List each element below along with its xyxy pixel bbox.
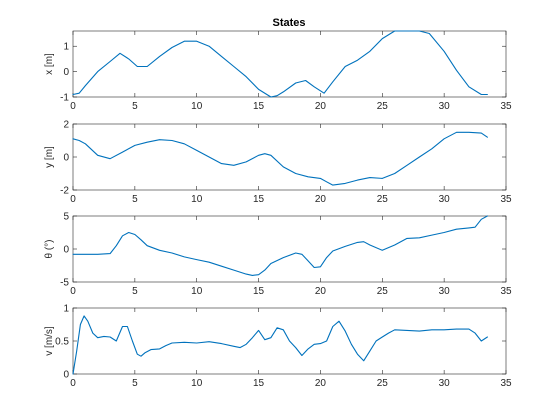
panel-3-ylabel: θ (°) <box>44 240 55 259</box>
panel-3-ytick-label: 0 <box>63 245 69 256</box>
panel-4: 0 5 10 15 20 25 30 35 0 0.5 1 v [m/s] <box>44 304 512 390</box>
panel-2-ytick-label: 0 <box>63 153 69 164</box>
panel-1-ylabel: x [m] <box>44 53 55 75</box>
panel-3-xtick-label: 10 <box>191 286 203 297</box>
panel-3-series-line <box>72 215 488 276</box>
panel-1-ytick-label: 1 <box>63 42 69 53</box>
panel-1-series-line <box>72 30 488 98</box>
panel-2-series-line <box>72 131 488 186</box>
panel-3-xtick-label: 35 <box>500 286 512 297</box>
panel-4-ytick-label: 1 <box>63 304 69 315</box>
panel-3-ytick-label: 5 <box>63 212 69 223</box>
panel-3-xtick-label: 15 <box>253 286 265 297</box>
panel-3-xtick-label: 0 <box>70 286 76 297</box>
panel-4-xtick-label: 15 <box>253 378 265 389</box>
panel-3-xtick-label: 25 <box>377 286 389 297</box>
panel-3-axes-box <box>72 215 507 283</box>
panel-1-ytick-label: -1 <box>60 93 69 104</box>
figure-title: States <box>272 17 305 29</box>
panel-2-xtick-label: 10 <box>191 194 203 205</box>
panel-3-ytick-label: -5 <box>60 278 69 289</box>
panel-2-xtick-label: 35 <box>500 194 512 205</box>
panel-1-xtick-label: 5 <box>132 101 138 112</box>
panel-1-xtick-label: 35 <box>500 101 512 112</box>
panel-1-ytick-label: 0 <box>63 67 69 78</box>
panel-2-xtick-label: 15 <box>253 194 265 205</box>
panel-4-ytick-label: 0.5 <box>55 337 69 348</box>
panel-4-xtick-label: 35 <box>500 378 512 389</box>
panel-2-ytick-label: -2 <box>60 186 69 197</box>
panel-2-xtick-label: 0 <box>70 194 76 205</box>
panel-2-xtick-label: 30 <box>439 194 451 205</box>
panel-4-xtick-label: 25 <box>377 378 389 389</box>
panel-2-xtick-label: 20 <box>315 194 327 205</box>
panel-2-xtick-label: 25 <box>377 194 389 205</box>
panel-1-xtick-label: 30 <box>439 101 451 112</box>
panel-1-xtick-label: 0 <box>70 101 76 112</box>
panel-2-axes-box <box>72 123 507 191</box>
panel-4-ylabel: v [m/s] <box>44 326 55 356</box>
panel-1-xtick-label: 10 <box>191 101 203 112</box>
panel-2-ylabel: y [m] <box>44 146 55 168</box>
panel-1-xtick-label: 15 <box>253 101 265 112</box>
panel-2-xtick-label: 5 <box>132 194 138 205</box>
panel-4-ytick-label: 0 <box>63 370 69 381</box>
panel-1-xtick-label: 20 <box>315 101 327 112</box>
panel-1-axes-box <box>72 30 507 98</box>
panel-4-xtick-label: 30 <box>439 378 451 389</box>
panel-3-xtick-label: 5 <box>132 286 138 297</box>
panel-3-xtick-label: 30 <box>439 286 451 297</box>
panel-4-xtick-label: 10 <box>191 378 203 389</box>
panel-1-xtick-label: 25 <box>377 101 389 112</box>
panel-4-xtick-label: 20 <box>315 378 327 389</box>
panel-3-xtick-label: 20 <box>315 286 327 297</box>
panel-4-xtick-label: 5 <box>132 378 138 389</box>
panel-4-xtick-label: 0 <box>70 378 76 389</box>
panel-4-series-line <box>72 315 488 375</box>
panel-2-ytick-label: 2 <box>63 120 69 131</box>
